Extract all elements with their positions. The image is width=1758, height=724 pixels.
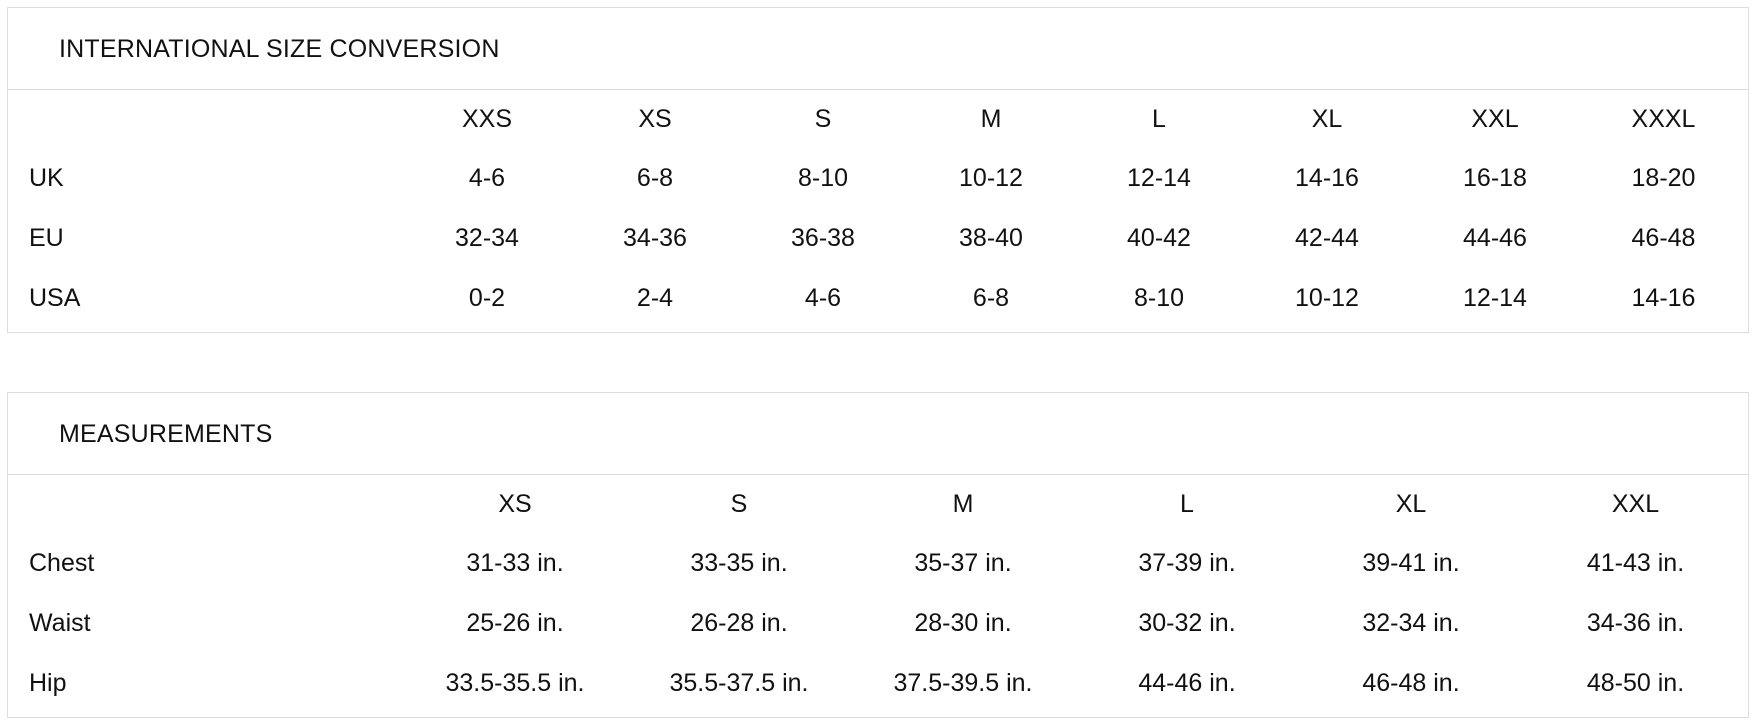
table-row: Hip 33.5-35.5 in. 35.5-37.5 in. 37.5-39.… xyxy=(8,653,1748,713)
size-header: XL xyxy=(1311,104,1343,133)
table-cell: 6-8 xyxy=(972,283,1010,312)
size-header: S xyxy=(814,104,832,133)
table-cell: 0-2 xyxy=(468,283,506,312)
row-label: UK xyxy=(29,163,64,192)
table-cell: 37-39 in. xyxy=(1138,548,1236,577)
row-label: Waist xyxy=(29,608,91,637)
measurements-title: MEASUREMENTS xyxy=(59,420,273,448)
size-header-row: XXS XS S M L XL XXL XXXL xyxy=(8,90,1748,148)
size-conversion-header: INTERNATIONAL SIZE CONVERSION xyxy=(8,8,1748,90)
table-cell: 6-8 xyxy=(636,163,674,192)
row-label: Hip xyxy=(29,668,67,697)
table-cell: 25-26 in. xyxy=(466,608,564,637)
table-cell: 36-38 xyxy=(791,223,855,252)
measurements-panel: MEASUREMENTS XS S M L XL XXL Chest 31-33… xyxy=(7,392,1749,718)
table-cell: 41-43 in. xyxy=(1586,548,1685,577)
size-header: XS xyxy=(498,489,532,518)
size-header: XXXL xyxy=(1631,104,1696,133)
measurements-table: XS S M L XL XXL Chest 31-33 in. 33-35 in… xyxy=(8,475,1748,713)
table-cell: 35-37 in. xyxy=(914,548,1012,577)
corner-cell xyxy=(8,90,403,148)
table-cell: 48-50 in. xyxy=(1586,668,1685,697)
size-header: XXL xyxy=(1611,489,1660,518)
table-row: USA 0-2 2-4 4-6 6-8 8-10 10-12 12-14 14-… xyxy=(8,268,1748,328)
table-cell: 33.5-35.5 in. xyxy=(445,668,585,697)
table-cell: 35.5-37.5 in. xyxy=(669,668,809,697)
table-cell: 14-16 xyxy=(1631,283,1696,312)
size-header: XS xyxy=(638,104,672,133)
table-cell: 8-10 xyxy=(797,163,849,192)
row-label: Chest xyxy=(29,548,95,577)
table-cell: 30-32 in. xyxy=(1138,608,1236,637)
table-cell: 26-28 in. xyxy=(690,608,788,637)
table-cell: 2-4 xyxy=(636,283,674,312)
table-cell: 33-35 in. xyxy=(690,548,788,577)
size-header: S xyxy=(730,489,748,518)
table-cell: 12-14 xyxy=(1127,163,1191,192)
table-row: Chest 31-33 in. 33-35 in. 35-37 in. 37-3… xyxy=(8,533,1748,593)
size-header: M xyxy=(980,104,1002,133)
table-cell: 14-16 xyxy=(1295,163,1359,192)
table-cell: 44-46 in. xyxy=(1138,668,1236,697)
size-header: XL xyxy=(1395,489,1427,518)
table-cell: 10-12 xyxy=(959,163,1023,192)
table-row: EU 32-34 34-36 36-38 38-40 40-42 42-44 4… xyxy=(8,208,1748,268)
table-cell: 34-36 xyxy=(623,223,687,252)
size-conversion-title: INTERNATIONAL SIZE CONVERSION xyxy=(59,35,500,63)
table-row: Waist 25-26 in. 26-28 in. 28-30 in. 30-3… xyxy=(8,593,1748,653)
size-conversion-panel: INTERNATIONAL SIZE CONVERSION XXS XS S M… xyxy=(7,7,1749,333)
table-cell: 42-44 xyxy=(1295,223,1359,252)
size-header: M xyxy=(952,489,974,518)
table-cell: 46-48 in. xyxy=(1362,668,1460,697)
table-cell: 40-42 xyxy=(1127,223,1191,252)
table-cell: 8-10 xyxy=(1133,283,1185,312)
table-cell: 4-6 xyxy=(468,163,506,192)
size-header: XXS xyxy=(461,104,513,133)
table-cell: 28-30 in. xyxy=(914,608,1012,637)
table-cell: 18-20 xyxy=(1631,163,1696,192)
size-header: XXL xyxy=(1471,104,1519,133)
table-cell: 10-12 xyxy=(1295,283,1359,312)
size-header: L xyxy=(1180,489,1194,518)
table-cell: 34-36 in. xyxy=(1586,608,1685,637)
table-cell: 37.5-39.5 in. xyxy=(893,668,1033,697)
table-row: UK 4-6 6-8 8-10 10-12 12-14 14-16 16-18 … xyxy=(8,148,1748,208)
table-cell: 16-18 xyxy=(1463,163,1527,192)
row-label: EU xyxy=(29,223,64,252)
table-cell: 44-46 xyxy=(1463,223,1527,252)
size-header-row: XS S M L XL XXL xyxy=(8,475,1748,533)
size-conversion-table: XXS XS S M L XL XXL XXXL UK 4-6 6-8 8-10… xyxy=(8,90,1748,328)
table-cell: 31-33 in. xyxy=(466,548,564,577)
table-cell: 32-34 xyxy=(455,223,519,252)
measurements-header: MEASUREMENTS xyxy=(8,393,1748,475)
table-cell: 39-41 in. xyxy=(1362,548,1460,577)
size-header: L xyxy=(1152,104,1166,133)
corner-cell xyxy=(8,475,403,533)
table-cell: 32-34 in. xyxy=(1362,608,1460,637)
row-label: USA xyxy=(29,283,81,312)
table-cell: 4-6 xyxy=(804,283,842,312)
table-cell: 38-40 xyxy=(959,223,1023,252)
table-cell: 12-14 xyxy=(1463,283,1527,312)
table-cell: 46-48 xyxy=(1631,223,1696,252)
